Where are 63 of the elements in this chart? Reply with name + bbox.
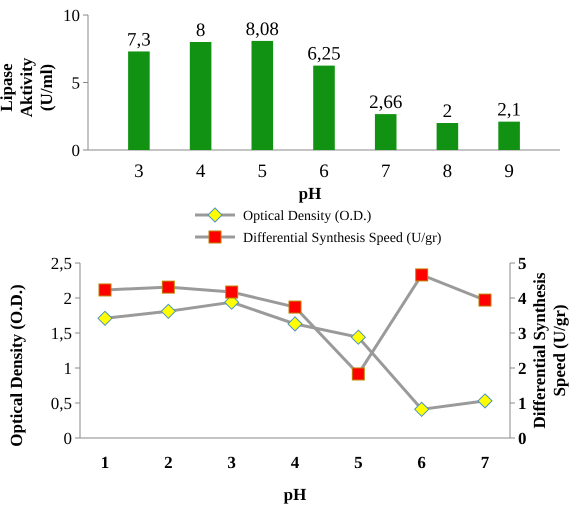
x-tick-label: 1 <box>100 453 110 472</box>
legend-label: Differential Synthesis Speed (U/gr) <box>243 230 442 246</box>
bar <box>498 122 520 150</box>
x-tick-label: 4 <box>290 453 300 472</box>
x-tick-label: 6 <box>319 161 329 182</box>
x-axis-title: pH <box>284 485 306 504</box>
y-tick-label: 2 <box>64 288 72 308</box>
x-tick-label: 9 <box>504 161 514 182</box>
bar <box>436 123 458 150</box>
y-tick-label: 2,5 <box>50 254 72 273</box>
x-tick-label: 2 <box>164 453 173 472</box>
point <box>225 286 238 299</box>
data-label: 6,25 <box>307 44 341 65</box>
bar <box>190 42 212 150</box>
x-tick-label: 5 <box>258 161 268 182</box>
y2-tick-label: 3 <box>518 324 526 343</box>
x-tick-label: 5 <box>354 453 363 472</box>
point <box>414 402 430 417</box>
y2-tick-label: 4 <box>518 288 527 308</box>
point <box>288 300 302 314</box>
data-label: 2,66 <box>369 92 402 114</box>
y2-axis-title: Differential Synthesis Speed (U/gr) <box>530 272 569 428</box>
y-tick-label: 0 <box>64 428 72 448</box>
y-axis-title: Lipase Aktivity (U/ml) <box>0 57 56 118</box>
y-axis-title: Optical Density (O.D.) <box>7 284 26 447</box>
point <box>98 283 112 296</box>
x-tick-label: 3 <box>227 453 236 472</box>
x-tick-label: 7 <box>480 453 490 472</box>
x-tick-label: 6 <box>417 453 426 472</box>
x-axis-title: pH <box>298 184 322 203</box>
point <box>352 367 365 380</box>
data-label: 2,1 <box>497 100 521 121</box>
x-tick-label: 7 <box>380 161 390 182</box>
point <box>478 393 492 408</box>
point <box>98 310 112 326</box>
point <box>478 294 492 307</box>
y2-tick-label: 1 <box>518 394 526 413</box>
bar <box>128 51 150 150</box>
y2-tick-label: 2 <box>518 358 526 378</box>
y-tick-label: 1 <box>64 358 72 378</box>
legend-label: Optical Density (O.D.) <box>243 208 372 224</box>
data-label: 8,08 <box>246 18 279 40</box>
point <box>350 330 366 345</box>
y-tick-label: 5 <box>72 73 80 92</box>
x-tick-label: 3 <box>134 161 144 182</box>
y-tick-label: 10 <box>63 6 80 25</box>
point <box>162 280 175 294</box>
data-label: 8 <box>196 20 206 41</box>
y-tick-label: 0,5 <box>50 394 72 413</box>
y2-tick-label: 5 <box>518 254 526 273</box>
bar <box>313 66 335 150</box>
y2-tick-label: 0 <box>518 428 526 448</box>
y-tick-label: 1,5 <box>50 324 72 343</box>
x-tick-label: 4 <box>196 161 206 182</box>
point <box>160 304 176 319</box>
data-label: 7,3 <box>127 29 151 50</box>
bar <box>374 114 396 150</box>
x-tick-label: 8 <box>442 161 452 182</box>
point <box>415 268 428 282</box>
data-label: 2 <box>442 101 452 122</box>
y-tick-label: 0 <box>72 140 80 160</box>
bar <box>252 40 274 150</box>
point <box>288 316 302 332</box>
